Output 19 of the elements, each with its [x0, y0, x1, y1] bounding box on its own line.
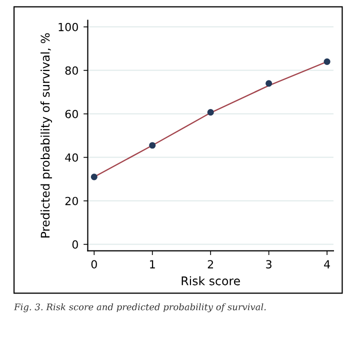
- x-tick-label: 3: [266, 260, 272, 268]
- point: [207, 109, 214, 116]
- point: [324, 58, 330, 65]
- point: [90, 174, 98, 180]
- y-tick-label: 80: [65, 66, 78, 75]
- y-tick-label: 100: [58, 22, 78, 32]
- y-tick-label: 20: [65, 196, 78, 206]
- x-tick-label: 1: [150, 260, 155, 268]
- x-tick-label: 4: [324, 260, 330, 268]
- x-tick-label: 2: [208, 260, 214, 268]
- point: [149, 142, 156, 149]
- x-tick-label: 0: [91, 260, 97, 268]
- caption: Fig. 3. Risk score and predicted probability of survival.: [14, 303, 266, 312]
- y-tick-label: 0: [72, 240, 78, 249]
- y-axis-title: Predicted probability of survival, %: [40, 33, 52, 238]
- point: [266, 80, 272, 87]
- y-tick-label: 40: [65, 153, 78, 162]
- y-tick-label: 60: [65, 110, 78, 118]
- x-axis-title: Risk score: [182, 276, 240, 286]
